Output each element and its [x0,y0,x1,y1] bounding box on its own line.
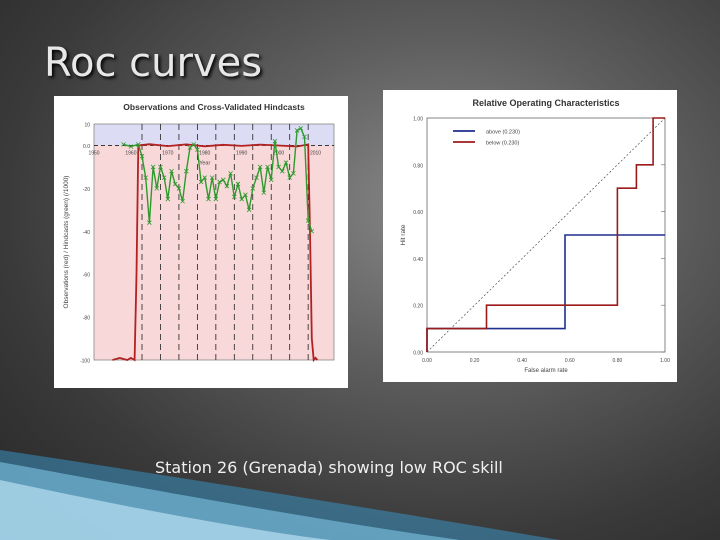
below-roc-curve [426,117,665,352]
hindcast-point [272,138,278,144]
y-tick-label: 10 [84,123,90,129]
hindcast-point [206,196,211,202]
hindcast-point [165,196,171,202]
hindcast-point [143,175,148,180]
hindcast-point [147,220,152,225]
hindcast-point [220,177,226,183]
hindcast-point [265,164,270,170]
y-tick-label: -20 [83,187,90,193]
hindcast-point [209,175,215,180]
x-tick-label: 0.40 [517,358,527,364]
hindcast-point [239,196,244,202]
hindcast-point [280,168,285,174]
hindcast-chart-panel: Observations and Cross-Validated Hindcas… [54,96,348,388]
y-tick-label: -40 [83,230,90,236]
upper-band [94,124,334,146]
roc-chart-panel: Relative Operating Characteristics 0.00 0.… [383,90,677,382]
above-roc-curve [426,234,665,352]
legend-label: above (0.230) [486,130,520,136]
hindcast-point [294,128,300,133]
chart-title: Observations and Cross-Validated Hindcas… [123,102,305,112]
lower-band [94,145,334,360]
decorative-swoosh [0,450,560,540]
hindcast-point [139,153,145,159]
y-tick-label: 0.20 [413,304,423,310]
hindcast-point [276,164,281,170]
hindcast-point [136,142,141,147]
hindcast-point [161,175,167,180]
hindcast-point [283,160,289,165]
hindcast-point [261,190,267,195]
x-axis-label: Year [199,160,210,166]
hindcast-point [154,186,160,191]
x-tick-label: 1980 [199,150,210,156]
hindcast-point [254,175,259,180]
x-tick-label: 1960 [125,150,136,156]
x-tick-label: 1990 [236,150,247,156]
y-tick-label: -100 [80,359,90,365]
x-tick-label: 1.00 [660,358,670,364]
hindcast-point [176,186,182,191]
y-tick-label: -80 [83,316,90,322]
hindcast-point [309,228,315,234]
hindcast-point [191,142,196,147]
hindcast-point [150,164,156,170]
x-tick-label: 1950 [88,150,99,156]
hindcast-chart: Observations and Cross-Validated Hindcas… [63,102,335,365]
plot-frame [93,123,335,361]
hindcast-point [291,171,296,176]
y-tick-label: 1.00 [413,117,423,123]
hindcast-point [235,181,241,187]
hindcast-point [158,164,163,170]
hindcast-point [187,145,193,150]
x-axis-label: False alarm rate [524,368,568,374]
y-tick-label: -60 [83,273,90,279]
roc-chart: Relative Operating Characteristics0.000.… [400,98,670,374]
slide-caption: Station 26 (Grenada) showing low ROC ski… [155,458,503,477]
hindcast-point [121,142,126,147]
chart-title: Relative Operating Characteristics [472,98,619,108]
y-axis-label: Observations (red) / Hindcasts (green) (… [63,176,70,309]
hindcast-point [180,198,185,204]
hindcast-point [298,126,304,131]
x-tick-label: 2000 [273,150,284,156]
y-axis-label: Hit rate [400,224,407,245]
hindcast-point [305,218,311,223]
y-tick-label: 0.80 [413,163,423,169]
hindcast-point [128,144,134,149]
slide-title: Roc curves [44,40,263,86]
x-tick-label: 1970 [162,150,173,156]
x-tick-label: 0.60 [565,358,575,364]
hindcast-point [257,164,263,170]
x-tick-label: 0.20 [470,358,480,364]
observations-series-line [112,143,319,363]
y-tick-label: 0.00 [413,351,423,357]
hindcast-point [228,171,233,176]
hindcast-point [232,194,237,200]
hindcast-point [172,181,178,187]
hindcast-point [224,183,230,189]
x-tick-label: 0.80 [613,358,623,364]
hindcast-point [250,186,256,191]
hindcast-point [184,168,189,174]
y-tick-label: 0.40 [413,257,423,263]
hindcast-point [213,196,219,202]
x-tick-label: 2010 [310,150,321,156]
hindcast-point [302,134,307,140]
hindcast-point [202,175,208,180]
y-tick-label: 0.60 [413,210,423,216]
hindcast-point [243,192,248,198]
hindcast-point [169,168,174,174]
y-tick-label: 0.0 [83,144,90,150]
hindcast-point [217,179,222,185]
x-tick-label: 0.00 [422,358,432,364]
hindcast-point [268,177,274,183]
hindcast-point [287,175,292,180]
hindcast-point [198,179,204,185]
hindcast-point [246,207,252,213]
hindcast-point [195,147,200,153]
legend-label: below (0.230) [486,141,519,147]
